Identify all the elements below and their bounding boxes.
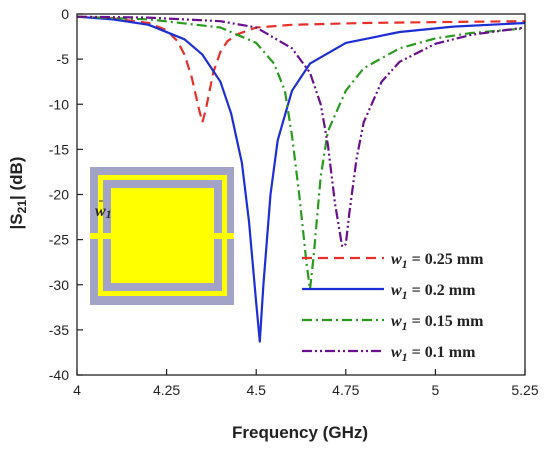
y-axis-label-main: |S (7, 213, 26, 229)
unit-cell-inset: w1 (90, 167, 234, 305)
x-tick-label: 5.25 (511, 382, 538, 398)
inset-connector-right (214, 233, 234, 239)
y-tick-label: -25 (49, 232, 69, 248)
legend: w1 = 0.25 mm w1 = 0.2 mm w1 = 0.15 mm w1 = … (302, 251, 484, 364)
y-tick-label: -10 (49, 96, 69, 112)
series-line-3 (76, 15, 526, 291)
y-tick-label: 0 (61, 6, 69, 22)
x-tick-label: 4 (73, 382, 81, 398)
plot-area (76, 15, 526, 343)
x-axis-label: Frequency (GHz) (232, 423, 368, 442)
x-tick-label: 4.25 (153, 382, 180, 398)
series-line-2 (76, 15, 526, 343)
y-axis-label-sub: 21 (15, 200, 29, 214)
y-tick-label: -30 (49, 277, 69, 293)
inset-w1-label: w1 (95, 203, 112, 221)
y-axis-label: |S21| (dB) (7, 157, 29, 230)
legend-label-1: w1 = 0.25 mm (391, 251, 484, 271)
x-tick-label: 5 (432, 382, 440, 398)
y-tick-label: -35 (49, 322, 69, 338)
inset-inner-patch (111, 188, 214, 283)
y-tick-label: -40 (49, 367, 69, 383)
legend-label-3: w1 = 0.15 mm (391, 313, 484, 333)
legend-label-2: w1 = 0.2 mm (391, 282, 476, 302)
y-tick-label: -5 (57, 51, 70, 67)
inset-connector-left (90, 233, 111, 239)
y-tick-label: -20 (49, 187, 69, 203)
series-line-4 (76, 15, 526, 248)
legend-label-4: w1 = 0.1 mm (391, 344, 476, 364)
series-line-1 (76, 15, 526, 124)
x-tick-label: 4.5 (246, 382, 266, 398)
y-tick-label: -15 (49, 141, 69, 157)
axes: 4 4.25 4.5 4.75 5 5.25 0 -5 -10 -15 -20 -25 -30 -35 -4… (49, 6, 539, 398)
y-axis-label-tail: | (dB) (7, 157, 26, 200)
x-tick-label: 4.75 (332, 382, 359, 398)
